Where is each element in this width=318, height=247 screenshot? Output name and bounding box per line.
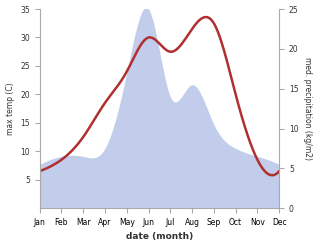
X-axis label: date (month): date (month): [126, 232, 193, 242]
Y-axis label: max temp (C): max temp (C): [5, 82, 15, 135]
Y-axis label: med. precipitation (kg/m2): med. precipitation (kg/m2): [303, 57, 313, 160]
